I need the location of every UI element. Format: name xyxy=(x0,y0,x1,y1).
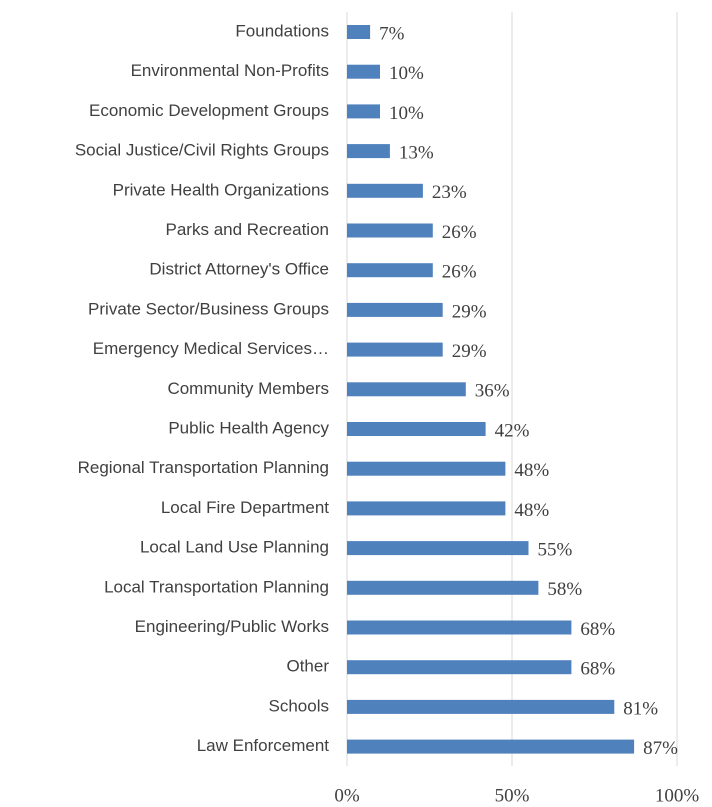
data-label: 68% xyxy=(580,619,615,640)
y-tick-label: Private Sector/Business Groups xyxy=(88,299,329,318)
y-tick-label: Local Transportation Planning xyxy=(104,577,329,596)
bar xyxy=(347,302,443,317)
bar xyxy=(347,541,529,556)
data-label: 29% xyxy=(452,301,487,322)
data-label: 81% xyxy=(623,698,658,719)
y-tick-label: Regional Transportation Planning xyxy=(78,458,329,477)
bar xyxy=(347,739,635,754)
bar xyxy=(347,660,572,675)
bar xyxy=(347,699,615,714)
bar xyxy=(347,64,380,79)
y-tick-label: Other xyxy=(286,657,329,676)
y-tick-label: District Attorney's Office xyxy=(149,260,329,279)
data-label: 48% xyxy=(514,500,549,521)
y-tick-label: Foundations xyxy=(235,21,329,40)
y-tick-label: Environmental Non-Profits xyxy=(131,61,329,80)
bar xyxy=(347,501,506,516)
y-tick-label: Community Members xyxy=(167,379,329,398)
data-label: 10% xyxy=(389,103,424,124)
bar xyxy=(347,422,486,436)
data-label: 13% xyxy=(399,142,434,163)
data-label: 23% xyxy=(432,182,467,203)
data-label: 7% xyxy=(379,23,405,44)
bar xyxy=(347,183,423,198)
y-tick-label: Emergency Medical Services… xyxy=(93,339,329,358)
data-label: 26% xyxy=(442,262,477,283)
bar xyxy=(347,263,433,278)
y-tick-label: Social Justice/Civil Rights Groups xyxy=(75,141,329,160)
bar xyxy=(347,461,506,476)
y-tick-label: Local Land Use Planning xyxy=(140,538,329,557)
data-label: 58% xyxy=(547,579,582,600)
y-tick-label: Public Health Agency xyxy=(168,418,329,437)
data-label: 29% xyxy=(452,341,487,362)
y-tick-label: Local Fire Department xyxy=(161,498,329,517)
data-label: 55% xyxy=(538,539,573,560)
bar xyxy=(347,223,433,238)
bar xyxy=(347,144,390,159)
x-tick-label: 0% xyxy=(334,785,360,806)
data-label: 68% xyxy=(580,659,615,680)
bar xyxy=(347,620,572,635)
x-tick-label: 50% xyxy=(495,785,530,806)
y-tick-label: Engineering/Public Works xyxy=(135,617,329,636)
y-tick-label: Economic Development Groups xyxy=(89,101,329,120)
y-tick-label: Private Health Organizations xyxy=(113,180,329,199)
bar xyxy=(347,342,443,357)
data-label: 48% xyxy=(514,460,549,481)
y-tick-label: Schools xyxy=(269,696,329,715)
bar xyxy=(347,382,466,397)
data-label: 10% xyxy=(389,63,424,84)
data-label: 36% xyxy=(475,381,510,402)
data-label: 42% xyxy=(495,420,530,441)
bar xyxy=(347,104,380,119)
bar xyxy=(347,25,371,39)
data-label: 87% xyxy=(643,738,678,759)
x-tick-label: 100% xyxy=(655,785,700,806)
data-label: 26% xyxy=(442,222,477,243)
y-tick-label: Parks and Recreation xyxy=(166,220,329,239)
y-tick-label: Law Enforcement xyxy=(197,736,330,755)
bar xyxy=(347,580,539,595)
